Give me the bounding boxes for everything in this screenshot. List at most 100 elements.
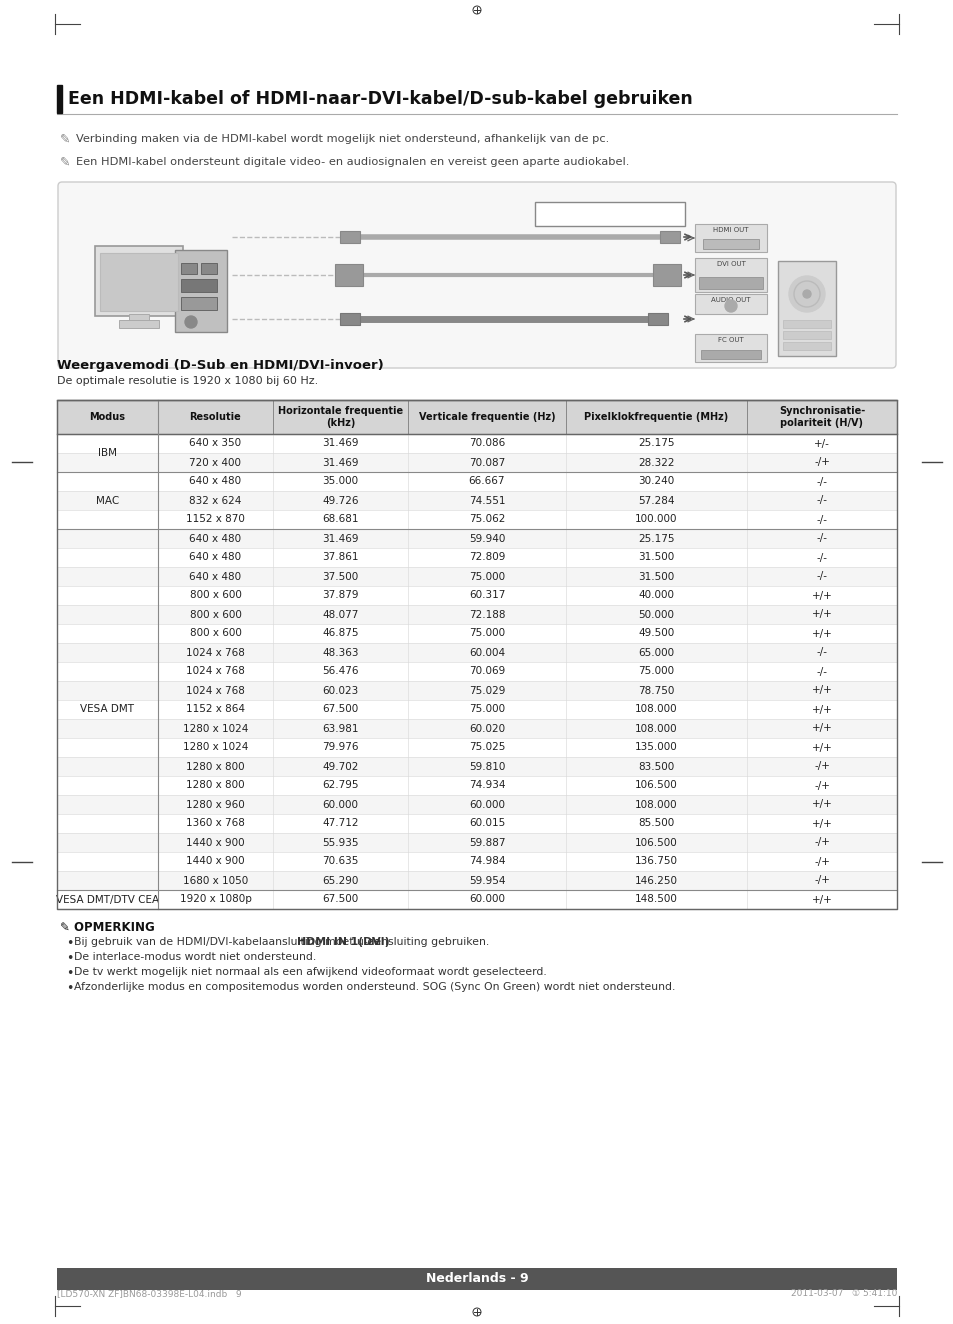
Text: -/+: -/+ — [813, 857, 829, 866]
Text: 59.887: 59.887 — [468, 838, 505, 847]
Text: 60.015: 60.015 — [468, 818, 504, 829]
Bar — [181, 263, 196, 274]
Circle shape — [185, 316, 196, 328]
Text: 1152 x 870: 1152 x 870 — [186, 515, 245, 524]
Text: 800 x 600: 800 x 600 — [190, 591, 241, 601]
Text: 74.984: 74.984 — [468, 857, 505, 866]
Bar — [652, 263, 680, 286]
Text: Horizontale frequentie
(kHz): Horizontale frequentie (kHz) — [277, 406, 402, 428]
Text: 31.500: 31.500 — [638, 552, 674, 563]
Bar — [57, 737, 896, 757]
Text: •: • — [66, 967, 73, 980]
Text: FC OUT: FC OUT — [718, 338, 743, 343]
Bar — [695, 294, 766, 314]
Bar — [57, 681, 896, 700]
Bar — [782, 331, 830, 339]
FancyBboxPatch shape — [58, 181, 895, 368]
Bar — [57, 794, 896, 814]
Bar — [57, 510, 896, 530]
Text: AUDIO OUT: AUDIO OUT — [711, 297, 750, 303]
Text: 640 x 480: 640 x 480 — [190, 572, 241, 581]
Bar — [181, 297, 216, 310]
Text: Afzonderlijke modus en compositemodus worden ondersteund. SOG (Sync On Green) wo: Afzonderlijke modus en compositemodus wo… — [74, 982, 675, 992]
Bar — [778, 261, 835, 356]
Bar — [339, 312, 359, 324]
Text: HDMI OUT: HDMI OUT — [713, 226, 748, 233]
Text: +/+: +/+ — [811, 704, 832, 715]
Text: 106.500: 106.500 — [635, 781, 678, 790]
Bar — [57, 662, 896, 681]
Text: 72.188: 72.188 — [468, 609, 505, 620]
Bar — [57, 471, 896, 491]
Bar — [57, 491, 896, 510]
Bar — [174, 250, 227, 332]
Text: +/+: +/+ — [811, 723, 832, 733]
Text: 108.000: 108.000 — [635, 723, 677, 733]
Bar — [782, 320, 830, 328]
Text: 37.500: 37.500 — [322, 572, 358, 581]
Text: -/-: -/- — [816, 495, 826, 506]
Text: [LD570-XN ZF]BN68-03398E-L04.indb   9: [LD570-XN ZF]BN68-03398E-L04.indb 9 — [57, 1290, 241, 1299]
Text: 59.954: 59.954 — [468, 875, 505, 886]
Bar — [57, 814, 896, 833]
Text: +/+: +/+ — [811, 686, 832, 695]
Text: +/-: +/- — [813, 438, 829, 449]
Bar — [695, 224, 766, 252]
Text: ✎: ✎ — [60, 132, 71, 146]
Text: -/-: -/- — [816, 666, 826, 677]
Bar — [57, 400, 896, 434]
Text: 70.087: 70.087 — [468, 458, 504, 467]
Text: •: • — [66, 952, 73, 965]
Bar — [57, 530, 896, 548]
Bar — [57, 453, 896, 471]
Text: 1024 x 768: 1024 x 768 — [186, 666, 245, 677]
Text: -/+: -/+ — [813, 838, 829, 847]
Text: 62.795: 62.795 — [322, 781, 358, 790]
Text: 85.500: 85.500 — [638, 818, 674, 829]
Text: 49.726: 49.726 — [322, 495, 358, 506]
Text: 60.004: 60.004 — [469, 647, 504, 658]
Bar — [201, 263, 216, 274]
Text: 60.023: 60.023 — [322, 686, 358, 695]
Text: 75.025: 75.025 — [468, 743, 505, 752]
Text: Resolutie: Resolutie — [190, 412, 241, 422]
Bar — [57, 605, 896, 624]
Text: 800 x 600: 800 x 600 — [190, 609, 241, 620]
Text: 640 x 480: 640 x 480 — [190, 534, 241, 543]
Text: 65.000: 65.000 — [638, 647, 674, 658]
Text: IBM: IBM — [98, 448, 117, 458]
Text: +/+: +/+ — [811, 800, 832, 809]
Text: HDMI IN 1(DVI): HDMI IN 1(DVI) — [296, 937, 389, 947]
Text: -/-: -/- — [816, 515, 826, 524]
Text: 1280 x 800: 1280 x 800 — [186, 781, 245, 790]
Text: 70.086: 70.086 — [468, 438, 504, 449]
Text: 37.879: 37.879 — [322, 591, 358, 601]
Text: 67.500: 67.500 — [322, 895, 358, 904]
Text: 2011-03-07   ① 5:41:10: 2011-03-07 ① 5:41:10 — [790, 1290, 896, 1299]
Text: +/+: +/+ — [811, 895, 832, 904]
Bar — [57, 1268, 896, 1290]
Text: -/+: -/+ — [813, 781, 829, 790]
Text: 60.317: 60.317 — [468, 591, 505, 601]
Text: De tv werkt mogelijk niet normaal als een afwijkend videoformaat wordt geselecte: De tv werkt mogelijk niet normaal als ee… — [74, 967, 546, 977]
Text: 640 x 350: 640 x 350 — [190, 438, 241, 449]
Text: +/+: +/+ — [811, 818, 832, 829]
Text: +/+: +/+ — [811, 743, 832, 752]
Text: -/-: -/- — [816, 534, 826, 543]
Text: 55.935: 55.935 — [322, 838, 358, 847]
Text: 35.000: 35.000 — [322, 477, 358, 486]
Text: 60.000: 60.000 — [469, 800, 504, 809]
Text: 47.712: 47.712 — [322, 818, 358, 829]
Bar — [57, 853, 896, 871]
Text: Synchronisatie-
polariteit (H/V): Synchronisatie- polariteit (H/V) — [778, 406, 864, 428]
Text: VESA DMT/DTV CEA: VESA DMT/DTV CEA — [56, 895, 159, 904]
Text: De optimale resolutie is 1920 x 1080 bij 60 Hz.: De optimale resolutie is 1920 x 1080 bij… — [57, 376, 318, 387]
Text: 48.077: 48.077 — [322, 609, 358, 620]
Text: 75.000: 75.000 — [469, 704, 504, 715]
Text: +/+: +/+ — [811, 629, 832, 638]
Text: 25.175: 25.175 — [638, 438, 674, 449]
Bar — [57, 833, 896, 853]
Text: 1024 x 768: 1024 x 768 — [186, 647, 245, 658]
Text: 49.702: 49.702 — [322, 761, 358, 772]
Text: 68.681: 68.681 — [322, 515, 358, 524]
